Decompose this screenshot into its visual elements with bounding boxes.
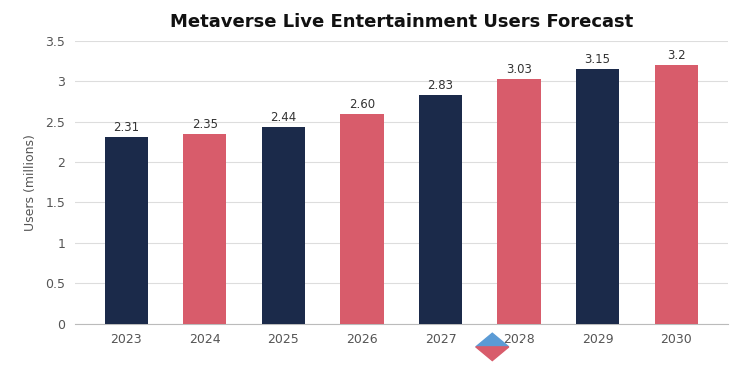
Text: 3.2: 3.2 (667, 49, 686, 62)
Text: 2.31: 2.31 (113, 121, 140, 134)
Bar (262, 126, 305, 324)
Text: 2.35: 2.35 (192, 118, 217, 131)
Bar (183, 134, 226, 324)
Bar (497, 79, 541, 324)
Bar (655, 65, 698, 324)
Text: BettingSites: BettingSites (522, 342, 599, 352)
Text: 3.03: 3.03 (506, 63, 532, 76)
Bar (105, 137, 148, 324)
Polygon shape (476, 333, 508, 347)
Bar (576, 69, 620, 324)
Text: 2.83: 2.83 (427, 79, 454, 92)
Title: Metaverse Live Entertainment Users Forecast: Metaverse Live Entertainment Users Forec… (170, 13, 633, 31)
Y-axis label: Users (millions): Users (millions) (24, 134, 37, 231)
Polygon shape (476, 347, 508, 360)
Text: 2.60: 2.60 (349, 98, 375, 111)
Text: 3.15: 3.15 (585, 53, 610, 66)
Bar (419, 95, 462, 324)
Text: 2.44: 2.44 (270, 111, 296, 124)
Bar (340, 113, 383, 324)
